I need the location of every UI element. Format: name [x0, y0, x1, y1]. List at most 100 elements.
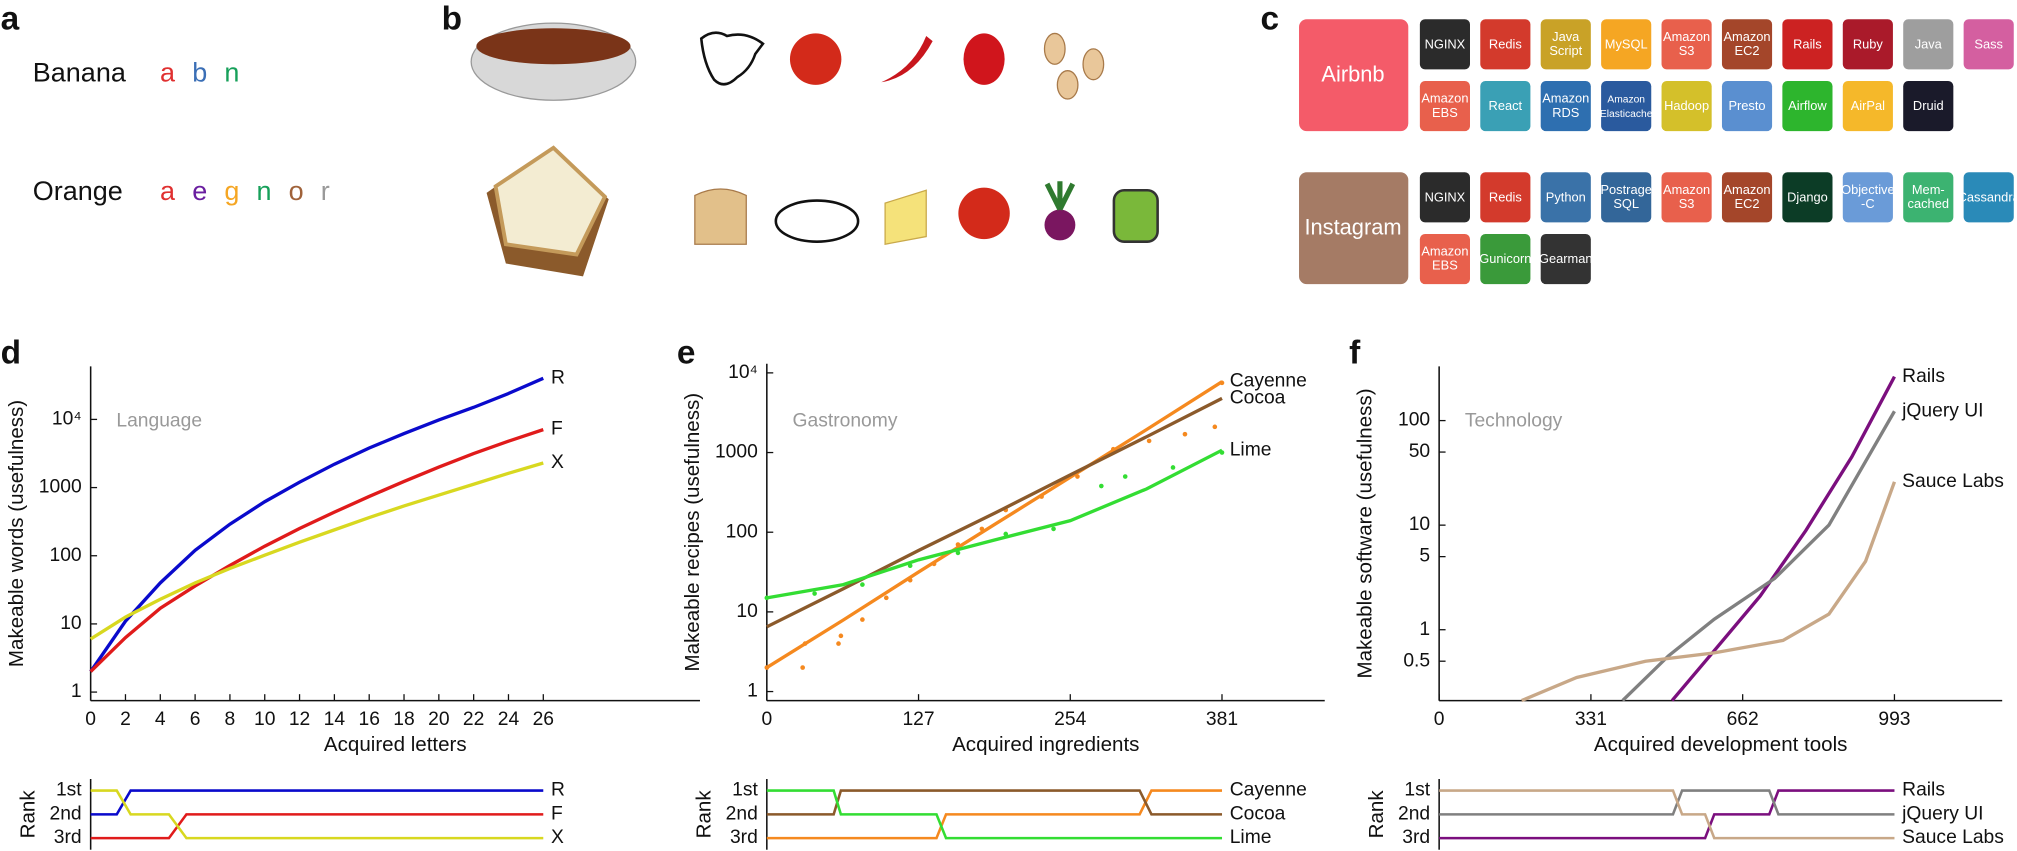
sample-point [836, 641, 841, 646]
x-tick-label: 0 [1434, 709, 1445, 730]
letter: o [289, 176, 304, 206]
tool-tile [1419, 80, 1470, 132]
tool-label: Python [1546, 189, 1586, 204]
tool-tile [1782, 80, 1833, 132]
x-tick-label: 22 [463, 709, 484, 730]
tool-tile [1419, 19, 1470, 70]
sample-point [860, 617, 865, 622]
tool-tile [1480, 233, 1531, 285]
y-tick-label: 1st [732, 780, 758, 801]
x-tick-label: 127 [902, 709, 934, 730]
tool-label: MySQL [1605, 36, 1648, 51]
x-tick-label: 12 [289, 709, 310, 730]
tool-tile [1661, 80, 1712, 132]
tool-tile [1419, 172, 1470, 223]
series-line [1439, 789, 1895, 840]
tool-label: Amazon S3 [1663, 29, 1710, 58]
tool-tile [1540, 80, 1591, 132]
y-tick-label: 10 [1409, 514, 1430, 535]
company-name: Airbnb [1321, 62, 1384, 87]
series-label: Cayenne [1230, 780, 1307, 801]
series-label: Cocoa [1230, 387, 1286, 408]
series-line [90, 789, 544, 840]
series-label: Cocoa [1230, 803, 1286, 824]
x-tick-label: 18 [393, 709, 414, 730]
tool-label: Java Script [1549, 29, 1582, 58]
company-name: Instagram [1304, 215, 1401, 240]
annotation: Language [116, 411, 202, 432]
y-tick-label: 1 [1419, 619, 1430, 640]
series-line [89, 461, 544, 641]
sample-point [1170, 465, 1176, 470]
sandwich-icon [486, 145, 609, 277]
series-label: Sauce Labs [1902, 471, 2004, 492]
sample-point [955, 550, 961, 556]
x-tick-label: 14 [324, 709, 346, 730]
tool-label: Rails [1793, 36, 1822, 51]
y-tick-label: 100 [1398, 410, 1430, 431]
y-tick-label: 1st [56, 780, 82, 801]
letter: a [160, 176, 175, 206]
x-axis-label: Acquired ingredients [952, 733, 1139, 756]
tool-tile [1782, 172, 1833, 223]
tool-label: Amazon EC2 [1723, 182, 1770, 211]
tool-tile [1601, 172, 1652, 223]
panel-label: f [1349, 335, 1361, 372]
chili-icon [881, 35, 933, 83]
food-icons [470, 22, 1159, 277]
beet-icon [1044, 209, 1076, 241]
x-tick-label: 662 [1727, 709, 1759, 730]
tool-label: Sass [1974, 36, 2003, 51]
sample-point [883, 595, 889, 601]
y-tick-label: 0.5 [1403, 650, 1430, 671]
series-line [90, 813, 544, 840]
chart: 0.5 1 5 10 50 100 0 331 662 993 Makeable software … [1349, 335, 2004, 756]
tool-label: Objective -C [1841, 182, 1895, 211]
annotation: Gastronomy [793, 411, 898, 432]
series-line [766, 789, 1223, 840]
letter: e [192, 176, 207, 206]
y-tick-label: 1 [71, 681, 82, 702]
y-axis-label: Rank [16, 790, 39, 839]
y-tick-label: 1 [747, 681, 758, 702]
x-tick-label: 0 [761, 709, 772, 730]
sample-point [860, 582, 865, 587]
tool-label: AirPal [1851, 98, 1885, 113]
tomato-icon [789, 33, 842, 85]
series-line [766, 396, 1223, 629]
y-tick-label: 1000 [39, 477, 82, 498]
y-axis-label: Makeable words (usefulness) [5, 400, 28, 667]
series-line [1621, 410, 1896, 702]
y-tick-label: 1000 [715, 442, 758, 463]
panel-label: c [1260, 0, 1279, 37]
tool-tile [1721, 172, 1773, 223]
y-axis-label: Makeable recipes (usefulness) [681, 393, 704, 672]
word: Orange [33, 176, 123, 206]
tool-tile [1842, 80, 1893, 132]
y-tick-label: 2nd [726, 803, 758, 824]
x-axis-label: Acquired development tools [1594, 733, 1848, 756]
y-tick-label: 3rd [1402, 827, 1430, 848]
x-tick-label: 0 [85, 709, 96, 730]
series-line [90, 789, 544, 816]
tool-label: NGINX [1425, 36, 1466, 51]
sample-point [1146, 438, 1152, 444]
bread-icon [694, 188, 747, 245]
x-tick-label: 254 [1054, 709, 1086, 730]
x-tick-label: 381 [1206, 709, 1238, 730]
tool-tile [1540, 233, 1591, 285]
tool-label: Gearman [1539, 251, 1593, 266]
letter: a [160, 58, 175, 88]
y-axis-label: Makeable software (usefulness) [1353, 388, 1376, 678]
tool-label: Amazon EBS [1421, 244, 1468, 273]
tool-tile [1963, 172, 2014, 223]
tool-tile [1782, 19, 1833, 70]
series-label: Rails [1902, 780, 1945, 801]
x-tick-label: 8 [225, 709, 236, 730]
x-tick-label: 993 [1878, 709, 1910, 730]
tool-tile [1661, 172, 1712, 223]
